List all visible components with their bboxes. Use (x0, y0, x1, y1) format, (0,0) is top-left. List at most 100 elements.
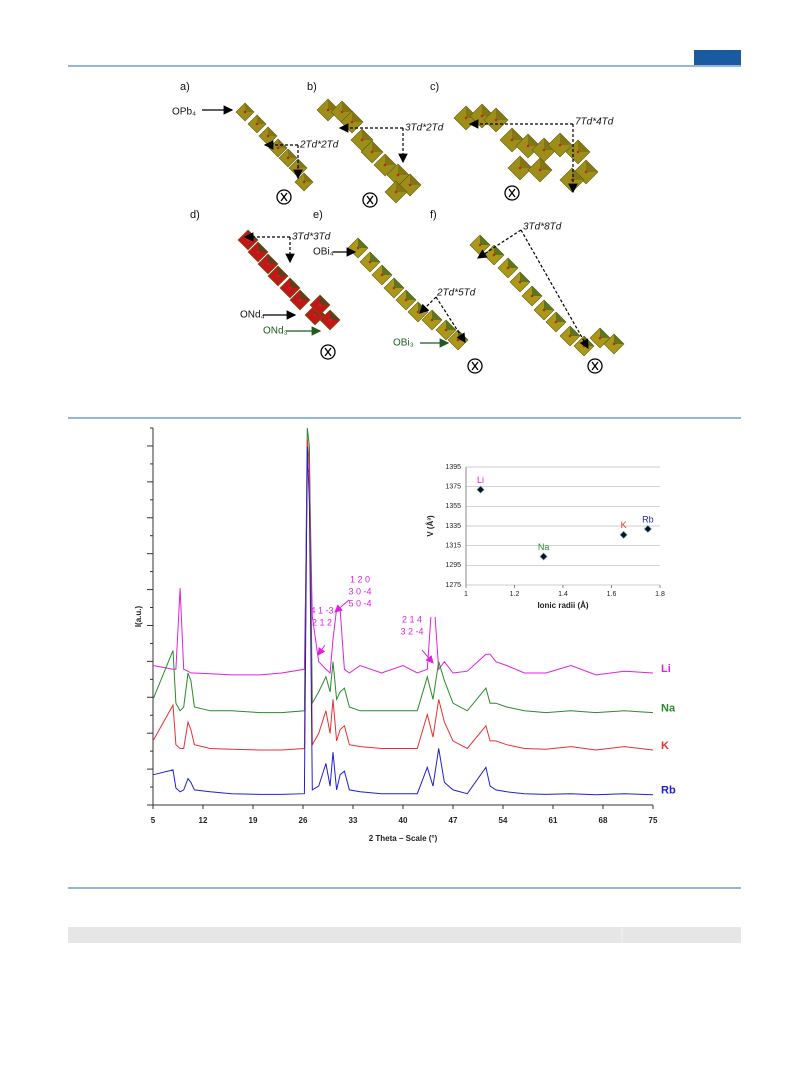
atom (554, 320, 558, 324)
note: 2Td*2Td (299, 140, 339, 151)
point-label: K (621, 520, 627, 530)
point-label: Rb (642, 514, 654, 524)
atom (298, 298, 302, 302)
data-point (619, 530, 628, 539)
series-line (152, 446, 654, 796)
atom (313, 313, 317, 317)
atom (430, 318, 434, 322)
peak-annotation: 2 1 4 (402, 614, 422, 624)
atom (328, 318, 332, 322)
x-tick-label: 40 (399, 816, 408, 825)
x-axis-label: 2 Theta – Scale (°) (369, 834, 438, 843)
polyhedron-face (556, 312, 566, 322)
y-axis-label: I(a.u.) (134, 606, 143, 628)
x-tick-label: 54 (499, 816, 508, 825)
atom (542, 308, 546, 312)
x-tick-label: 26 (299, 816, 308, 825)
note: ONd₄ (240, 310, 265, 321)
series-label: Li (661, 663, 671, 675)
polyhedron-face (382, 265, 392, 275)
x-tick-label: 19 (249, 816, 258, 825)
polyhedron-face (298, 159, 307, 168)
axis-symbol-cross (591, 361, 599, 371)
series-label: Rb (661, 785, 676, 797)
y-tick-label: 1275 (445, 582, 461, 589)
y-tick-label: 1375 (445, 484, 461, 491)
atom (392, 286, 396, 290)
atom (318, 303, 322, 307)
atom (416, 310, 420, 314)
atom (396, 173, 400, 177)
figure-1 (235, 98, 625, 357)
polyhedron-face (496, 108, 508, 120)
polyhedron-face (570, 326, 580, 336)
polyhedron-face (572, 168, 584, 180)
atom (383, 163, 387, 167)
peak-annotation: 2 1 2 (312, 617, 332, 627)
atom (576, 150, 580, 154)
point-label: Li (477, 475, 484, 485)
atom (584, 170, 588, 174)
panel-label: e) (313, 209, 323, 221)
data-point (643, 524, 652, 533)
atom (530, 294, 534, 298)
atom (370, 150, 374, 154)
atom (518, 280, 522, 284)
atom (368, 260, 372, 264)
note: OPb₄ (172, 107, 196, 118)
axis-symbol-cross (471, 361, 479, 371)
series-label: K (661, 740, 669, 752)
atom (246, 238, 250, 242)
header-tab (694, 50, 741, 65)
polyhedron-face (560, 133, 572, 145)
atom (478, 243, 482, 247)
polyhedron-face (257, 115, 266, 124)
polyhedron-face (320, 295, 330, 305)
y-tick-label: 1395 (445, 464, 461, 471)
polyhedron-face (528, 134, 540, 146)
polyhedron-face (352, 111, 363, 122)
atom (598, 336, 602, 340)
xrd-chart: 5 12 19 26 33 40 47 54 61 68 75 2 Theta – Scale (°)… (134, 427, 676, 843)
atom (518, 166, 522, 170)
x-tick-label: 33 (349, 816, 358, 825)
polyhedron-face (446, 320, 456, 330)
polyhedron-face (278, 266, 288, 276)
polyhedron-face (432, 310, 442, 320)
note: ONd₃ (263, 326, 288, 337)
atom (538, 168, 542, 172)
polyhedron-face (248, 230, 258, 240)
data-point (539, 552, 548, 561)
atom (266, 262, 270, 266)
polyhedron-face (258, 242, 268, 252)
atom (243, 110, 247, 114)
data-point (476, 485, 485, 494)
atom (526, 144, 530, 148)
atom (494, 118, 498, 122)
atom (276, 274, 280, 278)
polyhedron-face (394, 278, 404, 288)
atom (302, 180, 306, 184)
polyhedron-face (540, 158, 552, 170)
series-line (152, 467, 654, 676)
atom (404, 298, 408, 302)
polyhedron-face (544, 300, 554, 310)
polyhedron-face (512, 128, 524, 140)
atom (612, 342, 616, 346)
polyhedron-face (418, 302, 428, 312)
polyhedron-face (362, 129, 373, 140)
polyhedron-face (300, 290, 310, 300)
axis-symbol-cross (324, 347, 332, 357)
x-axis-label: Ionic radii (Å) (537, 601, 588, 610)
polyhedron-face (268, 127, 277, 136)
note: OBi₄ (313, 247, 334, 258)
x-tick-label: 68 (599, 816, 608, 825)
atom (288, 286, 292, 290)
y-tick-label: 1335 (445, 523, 461, 530)
panel-label: f) (430, 209, 437, 221)
x-tick-label: 1.2 (510, 591, 520, 598)
atom (510, 138, 514, 142)
polyhedron-face (586, 160, 598, 172)
polyhedron-face (358, 238, 368, 248)
